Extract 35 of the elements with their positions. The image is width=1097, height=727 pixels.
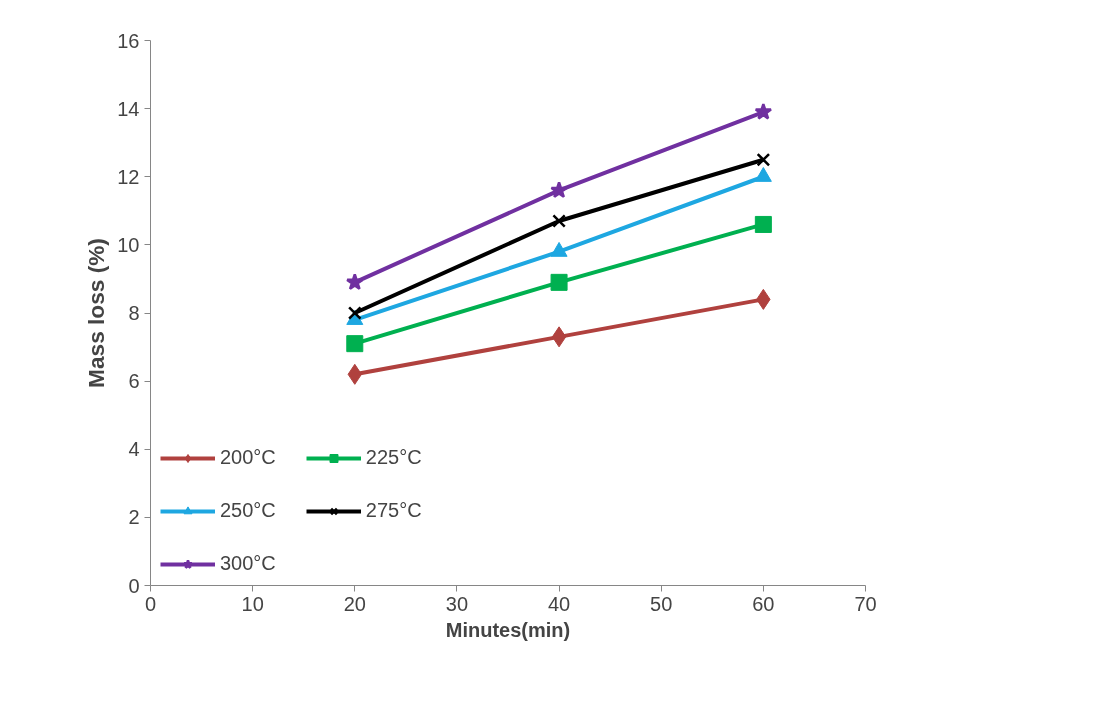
- x-tick-label: 10: [241, 592, 264, 615]
- point: [550, 273, 568, 291]
- x-tick-label: 20: [343, 592, 366, 615]
- legend-label: 275°C: [365, 499, 422, 522]
- legend-label: 200°C: [220, 446, 276, 469]
- x-tick-label: 0: [144, 592, 157, 615]
- legend-label: 300°C: [220, 552, 276, 575]
- x-tick-label: 40: [547, 592, 571, 615]
- y-tick-label: 12: [117, 165, 140, 188]
- x-tick-label: 30: [445, 592, 469, 615]
- point: [754, 102, 773, 120]
- point: [345, 273, 364, 291]
- point: [550, 181, 568, 199]
- y-tick-label: 2: [128, 506, 140, 529]
- point: [756, 152, 771, 167]
- y-tick-label: 14: [117, 97, 140, 120]
- y-tick-label: 6: [128, 370, 140, 393]
- point: [347, 306, 362, 320]
- x-axis-title: Minutes(min): [445, 618, 571, 641]
- x-tick-label: 60: [752, 592, 775, 615]
- point: [552, 214, 566, 228]
- x-tick-label: 50: [650, 592, 673, 615]
- legend-label: 225°C: [365, 446, 422, 469]
- point: [754, 167, 772, 182]
- y-tick-label: 0: [128, 574, 140, 597]
- y-axis-title: Mass loss (%): [83, 238, 110, 388]
- x-tick-label: 70: [854, 592, 877, 615]
- point: [754, 215, 772, 233]
- y-tick-label: 8: [128, 302, 140, 324]
- y-tick-label: 4: [128, 438, 140, 461]
- point: [551, 326, 567, 348]
- legend-label: 250°C: [220, 499, 276, 522]
- y-tick-label: 16: [117, 29, 140, 52]
- point: [346, 335, 364, 353]
- y-tick-label: 10: [117, 233, 140, 256]
